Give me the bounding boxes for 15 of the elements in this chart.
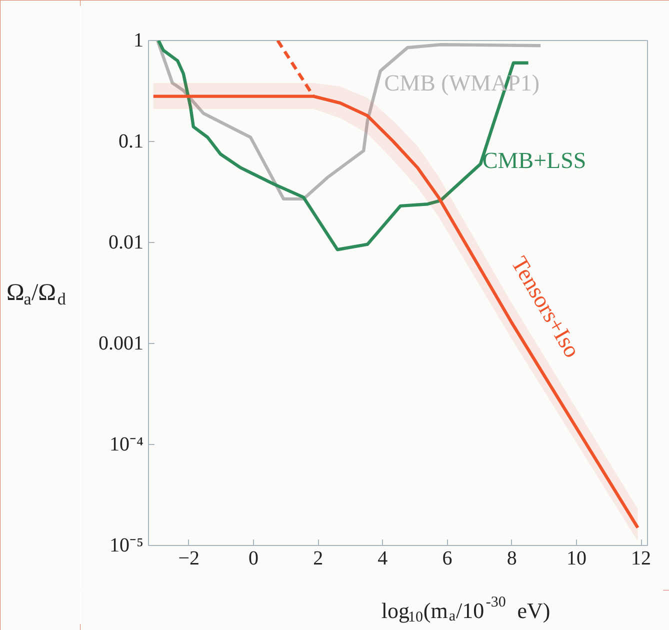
y-tick-label: 1 bbox=[134, 30, 144, 52]
series-label: CMB+LSS bbox=[482, 148, 586, 173]
x-tick-label: 10 bbox=[566, 548, 586, 570]
x-tick-label: 2 bbox=[313, 548, 324, 570]
x-tick-label: −2 bbox=[178, 548, 200, 570]
x-tick-label: 6 bbox=[442, 548, 452, 570]
y-tick-label: 10⁻⁴ bbox=[110, 434, 144, 456]
y-tick-label: 0.001 bbox=[98, 332, 144, 354]
x-tick-label: 4 bbox=[378, 548, 388, 570]
x-tick-label: 8 bbox=[506, 548, 517, 570]
y-tick-label: 0.01 bbox=[108, 232, 144, 254]
x-tick-label: 0 bbox=[248, 548, 258, 570]
x-tick-label: 12 bbox=[631, 548, 652, 570]
y-tick-label: 10⁻⁵ bbox=[110, 534, 144, 556]
y-tick-label: 0.1 bbox=[118, 130, 144, 152]
